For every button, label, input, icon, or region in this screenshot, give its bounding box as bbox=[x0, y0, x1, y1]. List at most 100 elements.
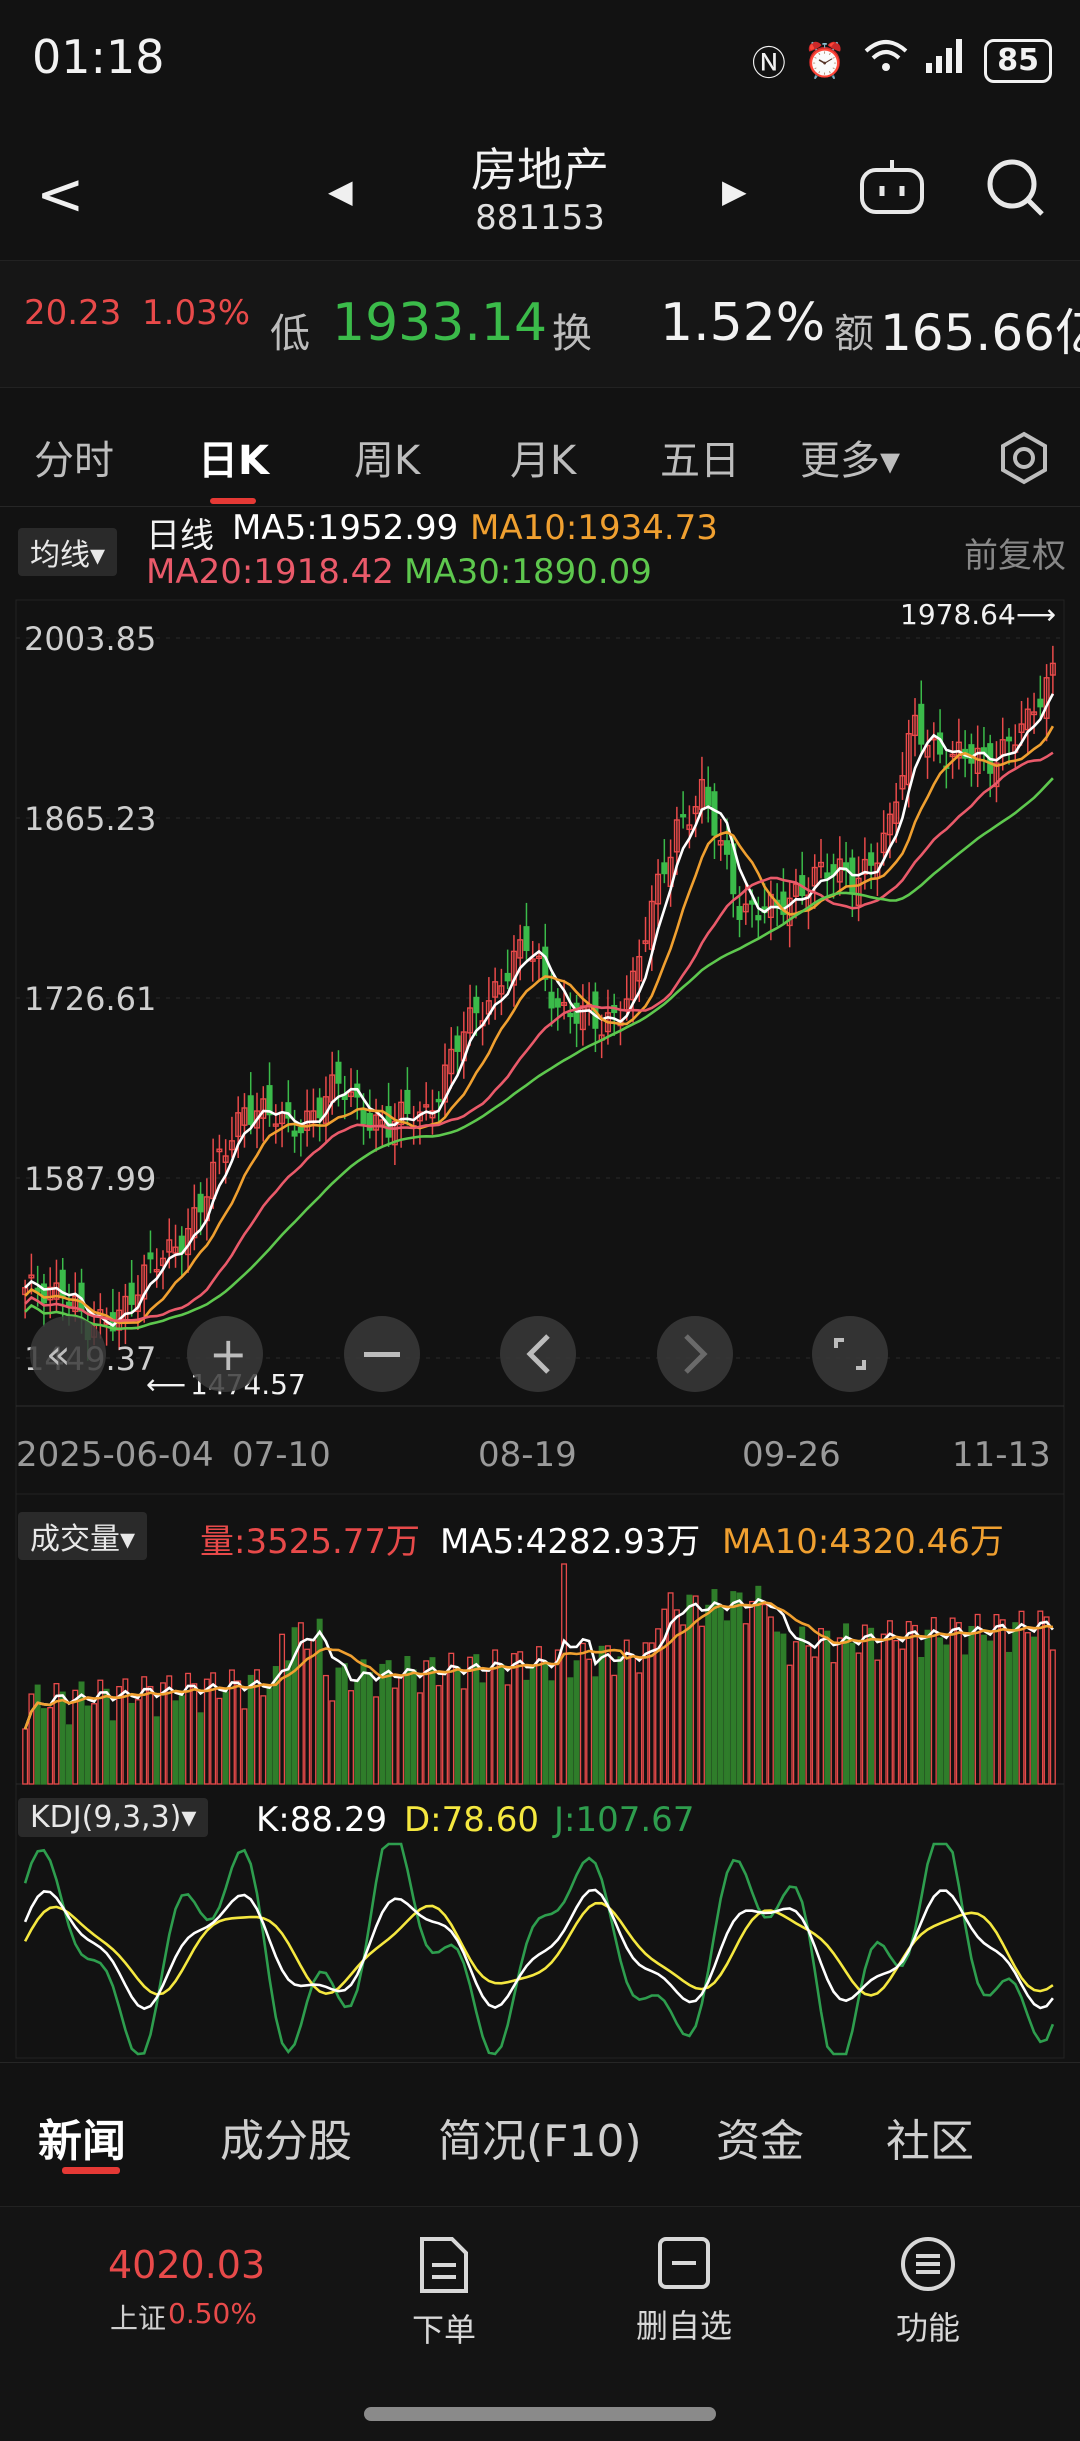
volume-bars bbox=[16, 1563, 1064, 1785]
candle-body bbox=[811, 866, 818, 887]
kdj-k-value: K:88.29 bbox=[256, 1800, 388, 1840]
volume-bar bbox=[22, 1728, 29, 1785]
tab-community[interactable]: 社区 bbox=[886, 2116, 974, 2167]
candle-body bbox=[1037, 698, 1044, 708]
candle-body bbox=[467, 1007, 474, 1034]
robot-assistant-icon[interactable] bbox=[858, 158, 926, 220]
volume-bar bbox=[611, 1674, 618, 1785]
candle-body bbox=[554, 998, 561, 1008]
tab-five-day[interactable]: 五日 bbox=[660, 438, 740, 484]
back-icon[interactable]: < bbox=[36, 160, 85, 228]
volume-bar bbox=[805, 1645, 812, 1785]
volume-bar bbox=[241, 1708, 248, 1785]
tab-daily-k[interactable]: 日K bbox=[198, 438, 269, 484]
volume-bar bbox=[316, 1618, 323, 1785]
volume-bar bbox=[492, 1649, 499, 1785]
volume-bar bbox=[918, 1656, 925, 1785]
ma20-value: MA20:1918.42 bbox=[146, 552, 394, 592]
tab-funds[interactable]: 资金 bbox=[716, 2116, 804, 2167]
volume-bar bbox=[604, 1645, 611, 1785]
volume-bar bbox=[191, 1683, 198, 1785]
tab-more[interactable]: 更多▾ bbox=[800, 438, 901, 484]
fullscreen-button[interactable] bbox=[812, 1316, 888, 1392]
tab-intraday[interactable]: 分时 bbox=[34, 438, 114, 484]
candle-body bbox=[949, 753, 956, 758]
volume-legend: 成交量▾ 量:3525.77万 MA5:4282.93万 MA10:4320.4… bbox=[0, 1506, 1080, 1562]
volume-bar bbox=[673, 1609, 680, 1785]
search-icon[interactable] bbox=[984, 156, 1048, 224]
volume-bar bbox=[554, 1649, 561, 1785]
ma-selector-button[interactable]: 均线▾ bbox=[18, 528, 118, 576]
candle-body bbox=[373, 1114, 380, 1131]
volume-bar bbox=[454, 1666, 461, 1785]
low-value: 1933.14 bbox=[332, 293, 548, 353]
zoom-in-button[interactable] bbox=[187, 1316, 263, 1392]
volume-bar bbox=[128, 1702, 135, 1785]
tab-constituents[interactable]: 成分股 bbox=[220, 2116, 352, 2167]
candle-body bbox=[47, 1286, 54, 1301]
tab-monthly-k[interactable]: 月K bbox=[510, 438, 577, 484]
scroll-right-button[interactable] bbox=[657, 1316, 733, 1392]
kdj-selector-button[interactable]: KDJ(9,3,3)▾ bbox=[18, 1798, 209, 1837]
volume-bar bbox=[84, 1705, 91, 1785]
volume-bar bbox=[724, 1620, 730, 1785]
date-tick-label: 08-19 bbox=[478, 1435, 577, 1475]
settings-gear-icon[interactable] bbox=[996, 430, 1052, 490]
tab-weekly-k[interactable]: 周K bbox=[354, 438, 421, 484]
volume-bar bbox=[435, 1684, 442, 1785]
scroll-left-button[interactable] bbox=[500, 1316, 576, 1392]
home-indicator[interactable] bbox=[364, 2407, 716, 2421]
volume-bar bbox=[203, 1678, 210, 1785]
rewind-button[interactable] bbox=[30, 1316, 106, 1392]
volume-bar bbox=[97, 1679, 104, 1785]
volume-bar bbox=[868, 1627, 875, 1785]
volume-bar bbox=[849, 1642, 856, 1785]
volume-bar bbox=[404, 1656, 411, 1785]
remove-watchlist-button[interactable]: 删自选 bbox=[604, 2235, 764, 2347]
candle-body bbox=[147, 1252, 154, 1260]
volume-bar bbox=[974, 1613, 981, 1785]
candle-body bbox=[291, 1130, 298, 1137]
volume-bar bbox=[122, 1678, 129, 1785]
volume-bar bbox=[216, 1697, 223, 1785]
candle-body bbox=[247, 1095, 254, 1125]
volume-bar bbox=[116, 1685, 123, 1785]
volume-bar bbox=[460, 1688, 467, 1785]
volume-bar bbox=[260, 1695, 267, 1785]
volume-bar bbox=[561, 1563, 568, 1785]
bottom-toolbar: 4020.03 上证 0.50% 下单 删自选 功能 bbox=[0, 2206, 1080, 2441]
volume-bar bbox=[423, 1660, 430, 1785]
candle-body bbox=[40, 1283, 47, 1304]
adjust-mode[interactable]: 前复权 bbox=[964, 536, 1066, 576]
order-button[interactable]: 下单 bbox=[364, 2235, 524, 2351]
previous-stock-icon[interactable]: ◀ bbox=[328, 172, 353, 210]
functions-button[interactable]: 功能 bbox=[848, 2235, 1008, 2349]
volume-bar bbox=[630, 1655, 636, 1785]
candle-body bbox=[297, 1126, 304, 1134]
volume-bar bbox=[767, 1616, 774, 1785]
volume-bar bbox=[955, 1622, 962, 1785]
volume-bar bbox=[968, 1625, 975, 1785]
index-value[interactable]: 4020.03 bbox=[108, 2243, 266, 2287]
tab-profile[interactable]: 简况(F10) bbox=[438, 2116, 642, 2167]
candle-body bbox=[899, 775, 906, 790]
volume-bar bbox=[504, 1684, 511, 1785]
candle-body bbox=[429, 1110, 436, 1119]
volume-bar bbox=[410, 1669, 417, 1785]
candle-body bbox=[72, 1295, 79, 1313]
order-label: 下单 bbox=[411, 2311, 476, 2349]
candle-body bbox=[548, 991, 555, 1009]
volume-bar bbox=[824, 1630, 831, 1785]
tab-news[interactable]: 新闻 bbox=[38, 2116, 126, 2167]
volume-bar bbox=[109, 1720, 116, 1785]
min-arrow-icon: ⟵ bbox=[146, 1368, 186, 1401]
volume-bar bbox=[160, 1682, 166, 1785]
page-title: 房地产 bbox=[471, 143, 609, 197]
volume-selector-button[interactable]: 成交量▾ bbox=[18, 1512, 148, 1560]
volume-bar bbox=[147, 1685, 154, 1785]
next-stock-icon[interactable]: ▶ bbox=[722, 172, 747, 210]
volume-bar bbox=[185, 1672, 192, 1785]
amount-label: 额 bbox=[834, 311, 874, 357]
volume-bar bbox=[661, 1608, 668, 1785]
